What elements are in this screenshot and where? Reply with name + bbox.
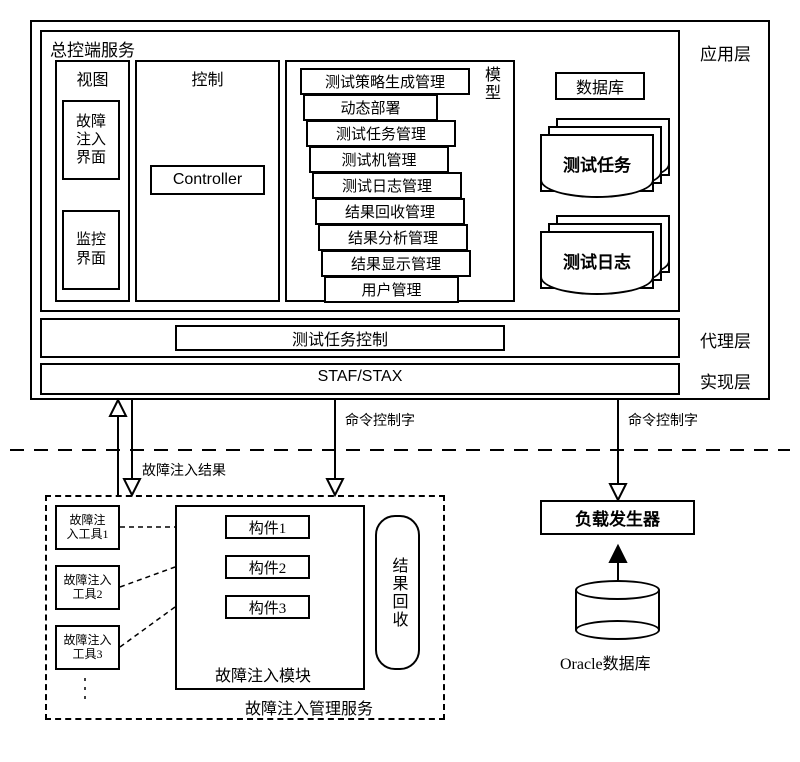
arrow-top-to-loadgen [610,400,626,500]
test-task-doc: 测试任务 [540,118,670,193]
master-service-label: 总控端服务 [50,36,135,61]
model-item-5: 结果回收管理 [315,198,465,225]
database-box: 数据库 [555,72,645,100]
model-item-0: 测试策略生成管理 [300,68,470,95]
controller-box: Controller [150,165,265,195]
comp3-box: 构件3 [225,595,310,619]
test-log-text: 测试日志 [563,248,631,273]
staf-label: STAF/STAX [40,368,680,386]
model-item-7: 结果显示管理 [321,250,471,277]
tool2-box: 故障注入工具2 [55,565,120,610]
fault-module-label: 故障注入模块 [215,662,311,686]
app-layer-label: 应用层 [700,40,751,65]
load-gen-box: 负载发生器 [540,500,695,535]
model-item-1: 动态部署 [303,94,438,121]
arrow-top-to-fault [110,400,140,495]
model-item-6: 结果分析管理 [318,224,468,251]
fault-ui-text: 故障注入界面 [76,113,106,167]
monitor-ui-text: 监控界面 [76,231,106,270]
result-collect-box: 结果回收 [375,515,420,670]
monitor-ui-box: 监控界面 [62,210,120,290]
proxy-layer-label: 代理层 [700,327,751,352]
model-item-3: 测试机管理 [309,146,449,173]
comp1-box: 构件1 [225,515,310,539]
model-item-4: 测试日志管理 [312,172,462,199]
oracle-label: Oracle数据库 [560,650,651,674]
tool1-box: 故障注入工具1 [55,505,120,550]
model-item-2: 测试任务管理 [306,120,456,147]
fault-result-label: 故障注入结果 [142,460,226,480]
test-task-control-box: 测试任务控制 [175,325,505,351]
cmd-control-label-2: 命令控制字 [628,410,698,430]
impl-layer-label: 实现层 [700,368,751,393]
tool3-box: 故障注入工具3 [55,625,120,670]
result-collect-text: 结果回收 [386,557,410,629]
model-item-8: 用户管理 [324,276,459,303]
comp2-box: 构件2 [225,555,310,579]
view-label: 视图 [55,66,130,90]
test-task-text: 测试任务 [563,151,631,176]
model-label: 模型 [478,66,502,102]
cmd-control-label-1: 命令控制字 [345,410,415,430]
oracle-cylinder [575,580,660,640]
fault-service-label: 故障注入管理服务 [245,695,373,719]
test-log-doc: 测试日志 [540,215,670,290]
arrow-top-to-module [327,400,343,495]
fault-ui-box: 故障注入界面 [62,100,120,180]
control-label: 控制 [135,66,280,90]
